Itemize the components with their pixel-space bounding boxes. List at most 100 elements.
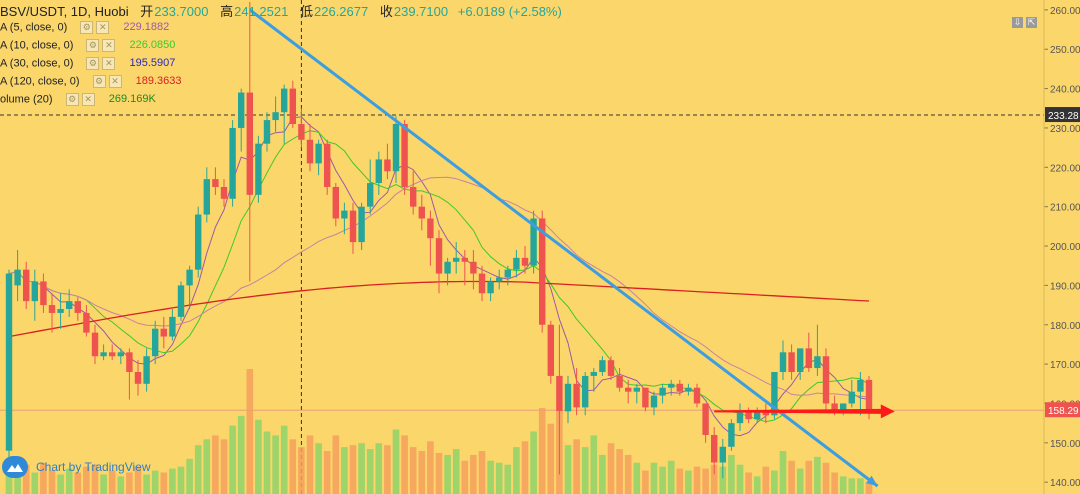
settings-icon[interactable]: ⚙ — [86, 57, 100, 70]
candle-body — [367, 183, 374, 207]
candle-body — [315, 143, 322, 164]
volume-bar — [521, 441, 529, 494]
candle-body — [478, 273, 486, 294]
volume-bar — [444, 454, 451, 494]
volume-bar — [349, 445, 357, 494]
volume-bar — [212, 435, 219, 494]
candle-body — [31, 281, 38, 302]
candle-body — [539, 218, 546, 325]
indicator-ma5[interactable]: A (5, close, 0) ⚙ ✕ 229.1882 — [0, 21, 169, 34]
settings-icon[interactable]: ⚙ — [65, 93, 79, 106]
candle-body — [831, 403, 838, 412]
candle-body — [246, 92, 253, 195]
pane-controls: ⇩ ⇱ — [1012, 12, 1040, 30]
candle-body — [582, 375, 589, 408]
symbol-label[interactable]: BSV/USDT, 1D, Huobi — [0, 4, 129, 19]
maximize-icon[interactable]: ⇱ — [1026, 17, 1037, 28]
volume-bar — [616, 449, 623, 494]
y-tick-label: 240.00 — [1050, 85, 1080, 96]
candle-body — [573, 383, 580, 408]
volume-bar — [762, 466, 770, 494]
candle-body — [616, 375, 623, 388]
candle-body — [195, 214, 202, 270]
volume-bar — [263, 431, 271, 494]
volume-bars — [5, 369, 873, 494]
candle-body — [814, 356, 821, 369]
indicator-label: olume (20) — [0, 93, 53, 106]
volume-bar — [702, 468, 709, 494]
volume-bar — [401, 435, 408, 494]
indicator-value: 226.0850 — [129, 39, 176, 52]
close-icon[interactable]: ✕ — [102, 39, 116, 52]
volume-bar — [805, 460, 813, 494]
y-tick-label: 150.00 — [1050, 439, 1080, 450]
volume-bar — [126, 472, 133, 494]
high-label: 高 — [220, 4, 234, 19]
volume-bar — [160, 472, 168, 494]
candle-body — [74, 301, 81, 313]
volume-bar — [478, 451, 486, 494]
volume-bar — [513, 447, 520, 494]
candle-body — [564, 383, 572, 412]
volume-bar — [590, 435, 598, 494]
volume-bar — [100, 474, 107, 494]
symbol-header: BSV/USDT, 1D, Huobi 开233.7000 高241.2521 … — [0, 1, 562, 20]
candle-body — [754, 411, 761, 420]
volume-bar — [65, 468, 73, 494]
candle-body — [865, 379, 873, 412]
close-icon[interactable]: ✕ — [81, 93, 95, 106]
close-icon[interactable]: ✕ — [108, 75, 122, 88]
volume-bar — [581, 447, 589, 494]
tradingview-watermark[interactable]: Chart by TradingView — [2, 456, 151, 478]
y-tick-label: 140.00 — [1050, 478, 1080, 489]
candle-body — [427, 218, 434, 239]
candle-body — [40, 281, 47, 306]
candle-body — [435, 238, 443, 274]
indicator-volume[interactable]: olume (20) ⚙ ✕ 269.169K — [0, 93, 156, 106]
indicator-ma30[interactable]: A (30, close, 0) ⚙ ✕ 195.5907 — [0, 57, 175, 70]
indicator-value: 189.3633 — [135, 75, 182, 88]
volume-bar — [358, 443, 365, 494]
indicator-ma10[interactable]: A (10, close, 0) ⚙ ✕ 226.0850 — [0, 39, 175, 52]
indicator-label: A (30, close, 0) — [0, 57, 74, 70]
volume-bar — [470, 454, 477, 494]
settings-icon[interactable]: ⚙ — [86, 39, 100, 52]
candle-body — [848, 391, 855, 404]
candle-body — [504, 269, 511, 278]
volume-bar — [237, 415, 245, 494]
volume-bar — [306, 435, 314, 494]
move-down-icon[interactable]: ⇩ — [1012, 17, 1023, 28]
volume-bar — [272, 435, 279, 494]
candle-body — [23, 269, 30, 302]
candle-body — [306, 139, 314, 164]
candle-body — [496, 277, 503, 282]
volume-bar — [298, 447, 305, 494]
crosshair-price-tag — [1045, 107, 1080, 123]
volume-bar — [771, 470, 778, 494]
volume-bar — [22, 464, 30, 494]
volume-bar — [323, 451, 331, 494]
volume-bar — [74, 472, 82, 494]
volume-bar — [839, 476, 847, 494]
settings-icon[interactable]: ⚙ — [80, 21, 94, 34]
candle-body — [341, 210, 348, 219]
settings-icon[interactable]: ⚙ — [92, 75, 106, 88]
close-icon[interactable]: ✕ — [102, 57, 116, 70]
candle-body — [762, 411, 769, 416]
candle-body — [152, 328, 159, 357]
candle-body — [160, 328, 167, 337]
volume-bar — [57, 474, 64, 494]
close-icon[interactable]: ✕ — [96, 21, 110, 34]
volume-bar — [220, 439, 228, 494]
candle-body — [186, 269, 193, 286]
volume-bar — [736, 464, 744, 494]
candle-body — [642, 387, 649, 408]
volume-bar — [409, 447, 417, 494]
candle-body — [599, 360, 606, 372]
volume-bar — [504, 464, 512, 494]
volume-bar — [332, 435, 340, 494]
volume-bar — [487, 460, 494, 494]
candle-body — [453, 257, 460, 262]
indicator-ma120[interactable]: A (120, close, 0) ⚙ ✕ 189.3633 — [0, 75, 182, 88]
